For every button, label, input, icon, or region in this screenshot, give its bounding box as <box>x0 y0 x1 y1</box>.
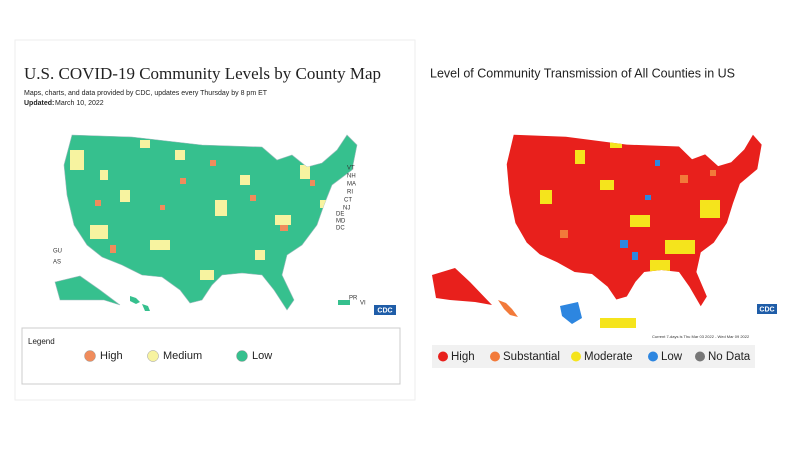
map-label: MA <box>347 182 356 188</box>
map-label: PR <box>349 296 358 302</box>
alaska <box>432 268 492 305</box>
legend-swatch <box>648 351 658 362</box>
logo: CDC <box>759 306 774 313</box>
map-label: DE <box>336 212 344 218</box>
puerto-rico <box>600 318 636 328</box>
updated-date: March 10, 2022 <box>55 100 104 107</box>
map-label: NH <box>347 174 356 180</box>
legend-label: Medium <box>163 350 202 362</box>
legend-label: Substantial <box>503 351 560 363</box>
legend-swatch <box>490 351 500 362</box>
legend-label: Low <box>252 350 272 362</box>
legend-label: Moderate <box>584 351 633 363</box>
map-labels: VT NH MA RI CT NJ DE MD DC GU AS PR VI <box>53 166 366 307</box>
guam <box>560 302 582 324</box>
map-label: VI <box>360 301 366 307</box>
right-panel: Level of Community Transmission of All C… <box>430 66 777 368</box>
legend-box <box>21 327 401 385</box>
legend-label: High <box>100 350 123 362</box>
legend-label: No Data <box>708 351 751 363</box>
legend-label: Low <box>661 351 683 363</box>
title: U.S. COVID-19 Community Levels by County… <box>24 64 381 83</box>
map-label: AS <box>53 260 61 266</box>
map-label: VT <box>347 166 355 172</box>
legend-swatch <box>571 351 581 362</box>
logo-box <box>374 305 396 315</box>
left-panel: U.S. COVID-19 Community Levels by County… <box>14 39 416 401</box>
map-label: NJ <box>343 206 350 212</box>
logo: CDC <box>377 307 392 314</box>
map-label: RI <box>347 190 353 196</box>
hawaii <box>130 296 150 311</box>
legend: High Substantial Moderate Low No Data <box>438 351 751 363</box>
legend: High Medium Low <box>84 350 272 362</box>
footnote: Current 7-days is Thu Mar 03 2022 - Wed … <box>652 334 750 339</box>
map-label: DC <box>336 226 345 232</box>
title: Level of Community Transmission of All C… <box>430 66 735 80</box>
legend-swatch <box>236 350 248 362</box>
county-map <box>54 134 358 311</box>
legend-swatch <box>147 350 159 362</box>
map-label: GU <box>53 249 62 255</box>
updated-label: Updated: <box>24 100 54 107</box>
map-label: CT <box>344 198 352 204</box>
hawaii <box>498 300 518 317</box>
legend-swatch <box>84 350 96 362</box>
legend-box <box>432 345 755 368</box>
alaska <box>54 275 121 306</box>
legend-label: High <box>451 351 475 363</box>
legend-title: Legend <box>28 337 55 346</box>
map-label: MD <box>336 219 346 225</box>
legend-swatch <box>438 351 448 362</box>
legend-swatch <box>695 351 705 362</box>
subtitle: Maps, charts, and data provided by CDC, … <box>24 90 268 97</box>
logo-box <box>757 304 777 314</box>
transmission-map <box>432 134 762 328</box>
puerto-rico <box>338 300 350 305</box>
